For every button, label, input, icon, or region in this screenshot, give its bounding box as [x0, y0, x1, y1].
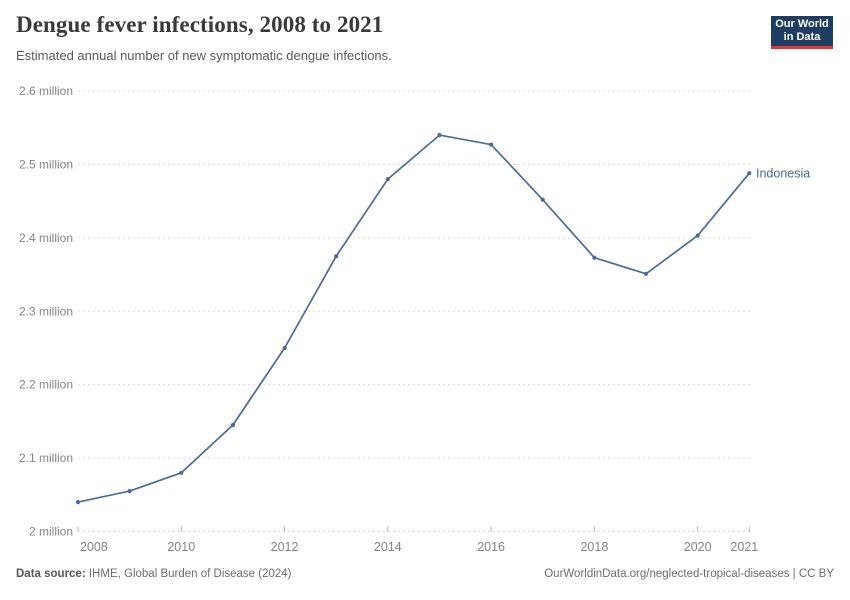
data-point[interactable]	[127, 489, 132, 494]
y-tick-label: 2.5 million	[19, 157, 73, 171]
x-tick-label: 2021	[730, 540, 758, 554]
owid-logo-line2: in Data	[783, 31, 821, 43]
data-point[interactable]	[179, 470, 184, 475]
x-tick-label: 2008	[80, 540, 108, 554]
entity-label[interactable]: Indonesia	[756, 167, 810, 181]
data-point[interactable]	[592, 255, 597, 260]
y-tick-label: 2 million	[29, 525, 73, 539]
data-point[interactable]	[334, 254, 339, 259]
x-tick-label: 2012	[271, 540, 299, 554]
x-tick-label: 2016	[477, 540, 505, 554]
owid-logo-line1: Our World	[775, 18, 829, 30]
data-source-value: IHME, Global Burden of Disease (2024)	[85, 568, 292, 580]
y-tick-label: 2.2 million	[19, 378, 73, 392]
y-tick-label: 2.1 million	[19, 451, 73, 465]
data-point[interactable]	[643, 271, 649, 276]
data-source-label: Data source:	[16, 568, 86, 580]
x-tick-label: 2018	[580, 540, 608, 554]
chart-footer: Data source: IHME, Global Burden of Dise…	[16, 568, 834, 580]
data-point[interactable]	[385, 177, 390, 182]
trend-line	[77, 134, 751, 503]
chart-subtitle: Estimated annual number of new symptomat…	[16, 48, 392, 63]
x-tick-label: 2010	[167, 540, 195, 554]
data-point[interactable]	[230, 422, 235, 428]
data-point[interactable]	[75, 500, 81, 505]
y-tick-label: 2.6 million	[19, 84, 73, 98]
y-tick-label: 2.3 million	[19, 304, 73, 318]
data-point[interactable]	[540, 197, 545, 202]
x-tick-label: 2020	[684, 540, 712, 554]
data-source: Data source: IHME, Global Burden of Dise…	[16, 568, 292, 580]
data-point[interactable]	[437, 133, 442, 138]
data-point[interactable]	[747, 171, 752, 176]
data-point[interactable]	[489, 142, 494, 147]
footer-link[interactable]: OurWorldinData.org/neglected-tropical-di…	[544, 568, 834, 580]
y-tick-label: 2.4 million	[19, 231, 73, 245]
page-title: Dengue fever infections, 2008 to 2021	[16, 12, 384, 37]
x-tick-label: 2014	[374, 540, 402, 554]
data-point[interactable]	[695, 233, 700, 238]
data-point[interactable]	[282, 345, 287, 351]
owid-logo: Our World in Data	[771, 16, 833, 49]
